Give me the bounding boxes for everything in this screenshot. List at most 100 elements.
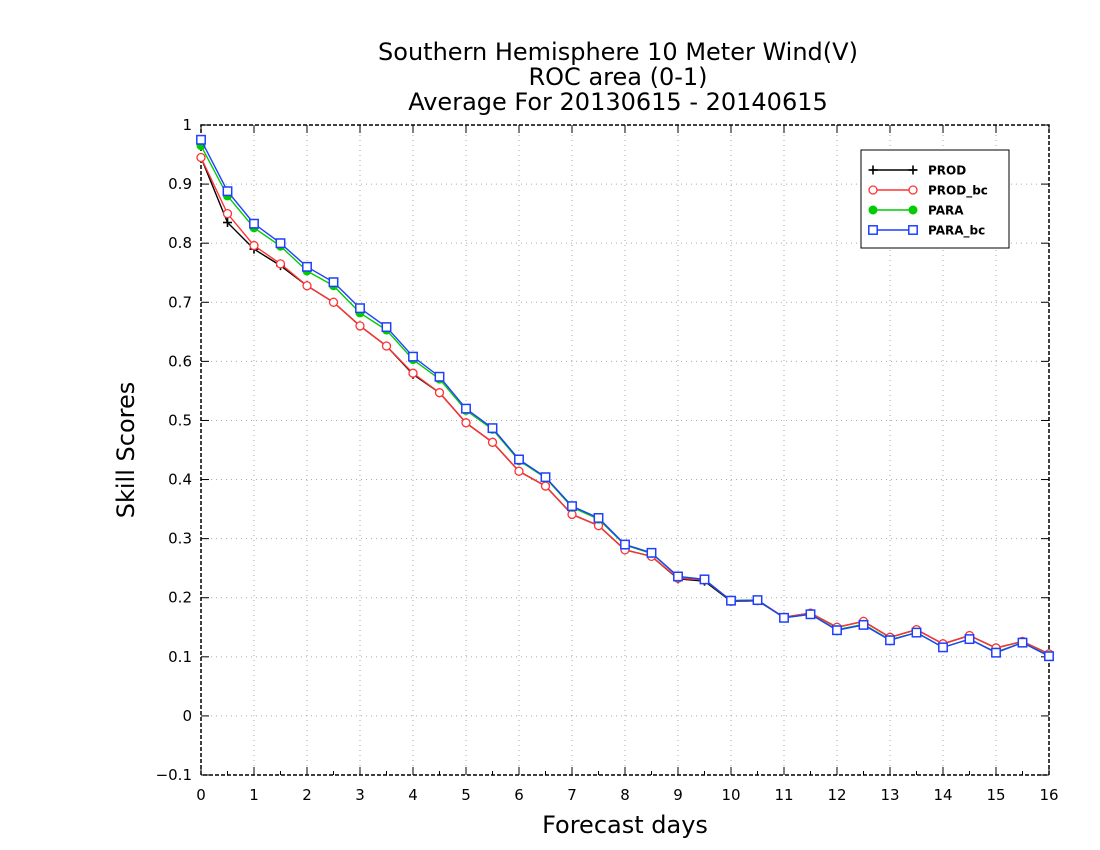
series-para-bc [196, 134, 1054, 662]
x-tick-label: 16 [1039, 786, 1058, 804]
y-axis: −0.1 0 0.1 0.2 0.3 0.4 0.5 0.6 0.7 0.8 0.9 1 [156, 116, 1049, 784]
chart-title-line: Average For 20130615 - 20140615 [408, 88, 828, 116]
x-tick-label: 5 [461, 786, 471, 804]
data-point-square [646, 547, 657, 558]
data-point-square [1017, 637, 1028, 648]
data-point-square [540, 472, 551, 483]
x-tick-label: 7 [567, 786, 577, 804]
data-point-square [355, 303, 365, 314]
data-point-circle [868, 185, 878, 195]
data-point-square [991, 647, 1001, 658]
y-tick-label: 0.2 [168, 589, 192, 607]
data-point-dot [908, 205, 918, 215]
legend-label: PROD [928, 164, 966, 178]
x-axis: 0 1 2 3 4 5 6 7 8 9 10 11 12 13 14 15 16 [196, 125, 1059, 804]
x-tick-label: 6 [514, 786, 524, 804]
data-point-plus [908, 165, 918, 175]
y-tick-label: 0.4 [168, 471, 192, 489]
data-point-square [461, 403, 471, 414]
data-point-square [832, 625, 842, 636]
y-tick-label: 0.5 [168, 411, 192, 429]
data-point-circle [249, 240, 259, 251]
data-point-circle [355, 321, 365, 331]
data-point-circle [908, 185, 918, 195]
data-point-square [487, 423, 498, 434]
data-point-square [302, 261, 312, 272]
data-point-circle [196, 152, 206, 163]
data-point-square [868, 225, 878, 235]
x-tick-label: 10 [721, 786, 740, 804]
x-tick-label: 8 [620, 786, 630, 804]
y-tick-label: 0.3 [168, 530, 192, 548]
data-point-square [222, 186, 233, 197]
data-point-square [567, 501, 577, 512]
y-tick-label: 0.7 [168, 293, 192, 311]
data-point-square [779, 612, 789, 623]
data-point-square [726, 595, 736, 606]
x-tick-label: 12 [827, 786, 846, 804]
legend-label: PROD_bc [928, 184, 988, 199]
data-point-square [408, 351, 418, 362]
data-point-square [752, 595, 763, 606]
chart-title: Southern Hemisphere 10 Meter Wind(V)ROC … [378, 38, 858, 116]
data-point-circle [461, 418, 471, 428]
data-point-plus [868, 165, 878, 175]
y-tick-label: 0 [182, 707, 192, 725]
x-tick-label: 0 [196, 786, 206, 804]
x-tick-label: 15 [986, 786, 1005, 804]
legend-label: PARA_bc [928, 224, 985, 239]
data-point-circle [514, 466, 524, 476]
y-axis-label: Skill Scores [112, 382, 140, 519]
data-point-circle [275, 259, 286, 269]
data-point-square [328, 277, 339, 288]
data-point-circle [434, 388, 445, 398]
data-point-square [1044, 651, 1054, 662]
data-point-circle [487, 437, 498, 447]
x-tick-label: 1 [249, 786, 259, 804]
data-point-square [858, 619, 869, 630]
x-tick-label: 4 [408, 786, 418, 804]
data-point-square [911, 627, 922, 638]
x-tick-label: 2 [302, 786, 312, 804]
data-point-square [514, 454, 524, 465]
y-tick-label: −0.1 [156, 766, 192, 784]
grid [201, 125, 1049, 775]
data-point-square [673, 571, 683, 582]
data-point-square [275, 238, 286, 249]
data-point-square [620, 539, 630, 550]
y-tick-label: 0.6 [168, 352, 192, 370]
legend-label: PARA [928, 204, 964, 218]
data-point-square [434, 371, 445, 382]
x-tick-label: 3 [355, 786, 365, 804]
data-point-circle [222, 208, 233, 219]
y-tick-label: 0.8 [168, 234, 192, 252]
data-point-circle [328, 297, 339, 307]
data-point-square [381, 322, 392, 333]
data-point-dot [868, 205, 878, 215]
series-lines [196, 134, 1054, 662]
legend-item: PROD_bc [868, 184, 988, 199]
x-axis-label: Forecast days [542, 811, 708, 839]
data-point-square [805, 609, 816, 620]
legend-item: PARA [868, 204, 964, 218]
chart-title-line: Southern Hemisphere 10 Meter Wind(V) [378, 38, 858, 66]
data-point-square [885, 635, 895, 646]
y-tick-label: 0.1 [168, 648, 192, 666]
data-point-circle [381, 341, 392, 351]
data-point-circle [302, 281, 312, 291]
data-point-circle [540, 481, 551, 491]
chart-title-line: ROC area (0-1) [528, 63, 707, 91]
x-tick-label: 11 [774, 786, 793, 804]
data-point-square [908, 225, 918, 235]
legend: PROD PROD_bc PARA PARA_bc [860, 149, 1010, 249]
x-tick-label: 13 [880, 786, 899, 804]
data-point-circle [408, 368, 418, 378]
x-tick-label: 9 [673, 786, 683, 804]
y-tick-label: 1 [182, 116, 192, 134]
data-point-plus [223, 218, 232, 227]
data-point-square [249, 218, 259, 229]
data-point-square [593, 513, 604, 523]
legend-item: PARA_bc [868, 224, 985, 239]
data-point-square [699, 574, 710, 585]
